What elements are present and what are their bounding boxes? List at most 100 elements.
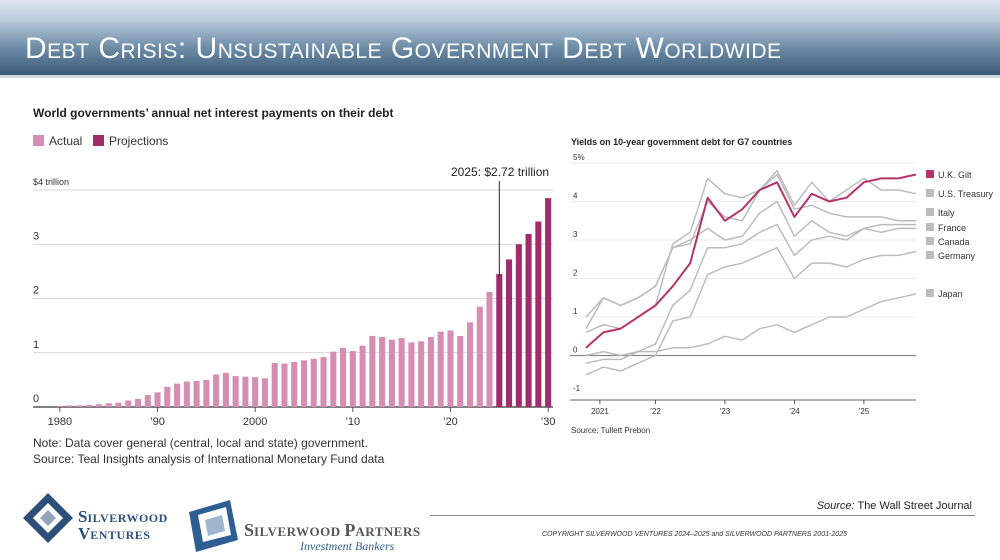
bar xyxy=(174,383,181,407)
series-line-canada xyxy=(585,200,916,329)
line-legend-label: Italy xyxy=(938,208,955,218)
bar-y-tick-label: 3 xyxy=(33,230,39,242)
bar xyxy=(271,363,278,407)
annotation-label: 2025: $2.72 trillion xyxy=(451,165,549,179)
silverwood-ventures-logo xyxy=(23,493,73,543)
line-y-tick-label: 3 xyxy=(573,230,578,239)
bar xyxy=(515,244,522,407)
copyright-text: COPYRIGHT SILVERWOOD VENTURES 2024–2025 … xyxy=(542,531,847,538)
line-x-tick-label: 2021 xyxy=(591,407,609,416)
line-legend-label: U.S. Treasury xyxy=(938,189,994,199)
bar xyxy=(95,404,102,407)
bar-x-tick-label: 1980 xyxy=(48,416,72,428)
bar xyxy=(545,198,552,407)
bar xyxy=(349,351,356,407)
bar xyxy=(408,342,415,407)
bar xyxy=(300,360,308,407)
line-chart-title: Yields on 10-year government debt for G7… xyxy=(571,137,792,147)
line-x-tick-label: ’24 xyxy=(789,407,800,416)
line-y-tick-label: -1 xyxy=(573,384,581,393)
bar-y-tick-label: 2 xyxy=(33,285,39,297)
line-x-tick-label: ’23 xyxy=(720,407,731,416)
wsj-source: Source: The Wall Street Journal xyxy=(817,500,972,512)
bar xyxy=(203,379,210,407)
series-line-germany xyxy=(585,246,917,376)
bar xyxy=(310,358,317,407)
bar xyxy=(232,376,239,407)
bar xyxy=(144,395,151,407)
bar xyxy=(66,405,73,407)
bar-x-tick-label: ’20 xyxy=(443,416,458,428)
line-x-ticks: 2021 ’22 ’23 ’24 ’25 xyxy=(591,400,870,416)
legend-actual-label: Actual xyxy=(49,134,82,148)
line-legend-swatch xyxy=(926,237,934,245)
bar xyxy=(125,400,132,407)
line-chart: Yields on 10-year government debt for G7… xyxy=(570,137,994,435)
bar-chart-title: World governments’ annual net interest p… xyxy=(33,106,394,120)
wsj-source-label: Source: xyxy=(816,500,855,512)
line-legend-label: Japan xyxy=(938,289,963,299)
bar xyxy=(437,331,444,407)
bar xyxy=(281,363,288,407)
bar xyxy=(242,376,249,407)
bar xyxy=(466,322,474,407)
bar xyxy=(388,339,395,407)
bar xyxy=(115,402,122,407)
bar-x-tick-label: ’10 xyxy=(345,416,360,428)
bar xyxy=(330,351,337,407)
bar-chart: World governments’ annual net interest p… xyxy=(33,106,555,428)
bar xyxy=(56,405,63,407)
bar-y-tick-label: $4 trillion xyxy=(33,177,69,187)
bar-x-ticks: 1980 ’90 2000 ’10 ’20 ’30 xyxy=(48,407,555,428)
line-legend-swatch xyxy=(926,251,934,259)
line-chart-source: Source: Tullett Prebon xyxy=(571,426,650,435)
bar xyxy=(535,221,542,407)
bar-x-tick-label: ’90 xyxy=(150,416,165,428)
bar xyxy=(261,378,268,407)
line-legend-label: Germany xyxy=(938,251,976,261)
bar xyxy=(496,274,503,407)
legend-projection-swatch xyxy=(93,135,104,146)
header-bar xyxy=(0,0,1000,75)
bar-y-ticks: $4 trillion 3 2 1 0 xyxy=(33,177,69,405)
series-line-u-s-treasury xyxy=(585,169,917,318)
line-grid xyxy=(570,162,916,401)
line-y-tick-label: 4 xyxy=(573,192,578,201)
bar xyxy=(213,374,220,407)
bar xyxy=(398,338,405,407)
bar xyxy=(525,233,532,407)
bar-series xyxy=(56,198,552,407)
bar xyxy=(359,345,366,407)
bar xyxy=(183,381,190,407)
wsj-source-value: The Wall Street Journal xyxy=(857,500,972,512)
bar xyxy=(76,405,83,407)
series-line-u-k-gilt xyxy=(585,173,917,349)
bar xyxy=(427,337,434,407)
bar xyxy=(134,398,142,407)
bar-x-tick-label: 2000 xyxy=(243,416,267,428)
bar xyxy=(154,392,161,407)
bar xyxy=(447,330,454,407)
line-y-tick-label: 2 xyxy=(573,269,578,278)
line-x-tick-label: ’22 xyxy=(650,407,661,416)
bar xyxy=(320,357,327,407)
series-line-france xyxy=(585,223,916,364)
bar-chart-source: Source: Teal Insights analysis of Intern… xyxy=(33,452,385,466)
bar-y-tick-label: 0 xyxy=(33,393,39,405)
footer-divider xyxy=(430,515,975,516)
bar xyxy=(506,259,513,407)
line-legend-swatch xyxy=(926,223,934,231)
line-legend-swatch xyxy=(926,208,934,216)
line-legend-label: France xyxy=(938,223,966,233)
bar xyxy=(86,404,93,407)
series-line-japan xyxy=(585,293,917,357)
line-legend-swatch xyxy=(926,189,934,197)
line-legend-label: Canada xyxy=(938,237,970,247)
legend-projection-label: Projections xyxy=(109,134,168,148)
line-y-ticks: 5% 4 3 2 1 0 -1 xyxy=(573,153,585,393)
legend-actual-swatch xyxy=(33,135,44,146)
line-series xyxy=(585,169,917,376)
bar xyxy=(291,361,298,407)
silverwood-partners-logo xyxy=(189,500,238,552)
